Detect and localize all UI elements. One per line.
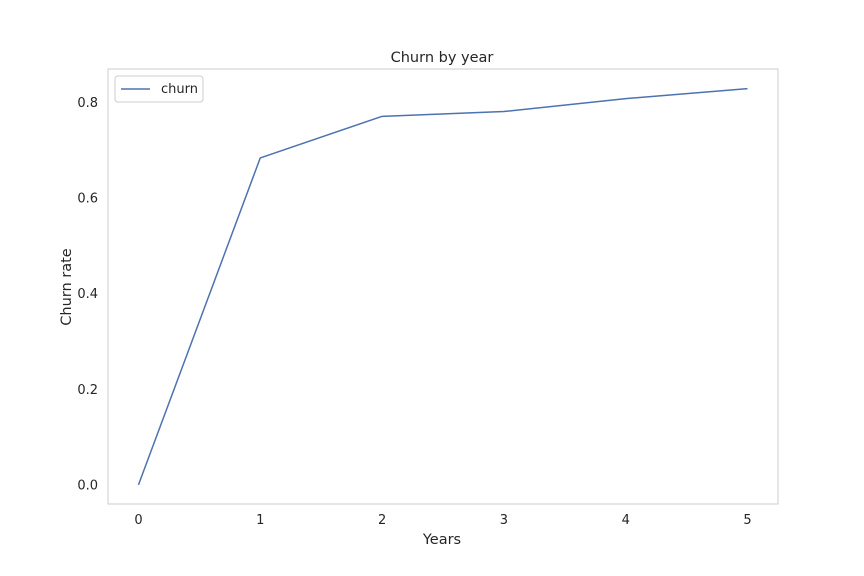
- legend-label-churn: churn: [161, 82, 198, 97]
- y-tick-label: 0.2: [77, 383, 98, 398]
- x-axis-label: Years: [422, 532, 461, 548]
- x-tick-label: 3: [500, 513, 508, 528]
- x-tick-label: 2: [378, 513, 386, 528]
- y-tick-label: 0.8: [77, 96, 98, 111]
- plot-area: [107, 68, 779, 505]
- y-tick-label: 0.6: [77, 192, 98, 207]
- y-tick-label: 0.4: [77, 287, 98, 302]
- x-axis-ticks: 0 1 2 3 4 5: [134, 513, 751, 528]
- x-tick-label: 0: [134, 513, 142, 528]
- y-tick-label: 0.0: [77, 478, 98, 493]
- y-axis-label: Churn rate: [59, 248, 75, 326]
- legend-box: [114, 75, 204, 103]
- series-line-churn: [137, 87, 748, 486]
- series-layer: [137, 87, 748, 486]
- y-axis-ticks: 0.0 0.2 0.4 0.6 0.8: [77, 96, 98, 493]
- x-tick-label: 5: [743, 513, 751, 528]
- x-tick-label: 4: [622, 513, 630, 528]
- chart-title: Churn by year: [391, 50, 494, 66]
- legend: churn: [114, 75, 204, 103]
- x-tick-label: 1: [256, 513, 264, 528]
